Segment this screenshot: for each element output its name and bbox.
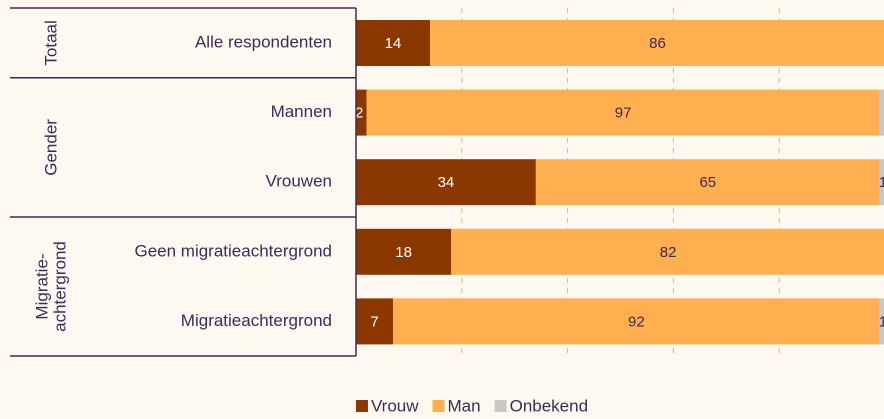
category-label: Alle respondenten	[195, 32, 332, 51]
category-label: Geen migratieachtergrond	[134, 241, 332, 260]
legend-label: Man	[448, 396, 481, 415]
bar-segment	[535, 159, 880, 206]
group-label: Migratie-	[32, 253, 51, 319]
data-label: 86	[649, 35, 666, 52]
bar-segment	[356, 159, 536, 206]
data-label: 65	[699, 174, 716, 191]
bar-segment	[356, 89, 367, 136]
legend-label: Vrouw	[371, 396, 419, 415]
bar-segment	[451, 228, 884, 275]
bar-segment	[356, 20, 431, 66]
bar-segment	[356, 298, 394, 345]
bar-segment	[879, 298, 884, 345]
group-label: Gender	[41, 119, 60, 176]
group-label: Totaal	[41, 20, 60, 65]
category-label: Migratieachtergrond	[181, 311, 332, 330]
data-label: 1	[879, 174, 884, 191]
group-label: achtergrond	[50, 241, 69, 332]
legend-swatch	[355, 400, 368, 412]
legend: Vrouw Man Onbekend	[355, 396, 588, 415]
data-label: 18	[395, 244, 412, 261]
data-label: 34	[438, 174, 455, 191]
bar-segment	[430, 20, 884, 66]
bar-segment	[356, 228, 452, 275]
data-label: 7	[370, 313, 378, 330]
data-label: 1	[879, 313, 884, 330]
bar-segment	[879, 159, 884, 206]
category-label: Vrouwen	[266, 172, 332, 191]
legend-swatch	[432, 400, 445, 412]
bar-segment	[393, 298, 880, 345]
legend-label: Onbekend	[510, 396, 588, 415]
data-label: 82	[660, 244, 677, 261]
category-label: Mannen	[271, 102, 332, 121]
bar-segment	[879, 89, 884, 136]
data-label: 97	[615, 105, 632, 122]
data-label: 92	[628, 313, 645, 330]
data-label: 2	[355, 105, 363, 122]
data-label: 14	[385, 35, 402, 52]
legend-swatch	[494, 400, 507, 412]
bar-segment	[366, 89, 880, 136]
